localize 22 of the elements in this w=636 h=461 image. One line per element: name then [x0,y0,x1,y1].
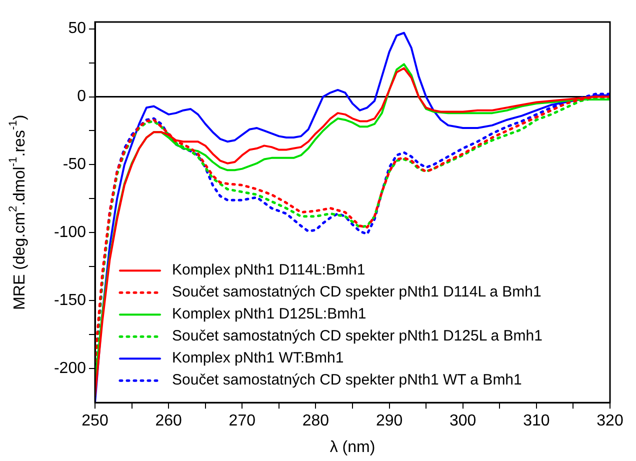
y-tick-label: -200 [54,360,86,378]
x-tick-label: 300 [450,412,476,430]
x-tick-label: 280 [302,412,330,430]
x-tick-label: 270 [228,412,256,430]
y-tick-label: 0 [77,88,86,106]
x-tick-label: 250 [82,412,108,430]
legend-label: Komplex pNth1 WT:Bmh1 [172,350,344,367]
x-axis-title: λ (nm) [330,438,376,456]
y-axis-title: MRE (deg.cm2.dmol-1.res-1) [8,114,28,310]
legend-label: Součet samostatných CD spekter pNth1 WT a Bmh1 [172,372,522,389]
x-tick-label: 260 [155,412,182,430]
x-tick-label: 290 [376,412,403,430]
legend-label: Komplex pNth1 D114L:Bmh1 [172,262,366,279]
y-tick-label: -150 [54,292,86,310]
y-tick-label: 50 [68,20,86,38]
legend-label: Součet samostatných CD spekter pNth1 D125L a Bmh1 [172,328,542,345]
y-tick-label: -50 [62,156,86,174]
x-tick-label: 310 [523,412,550,430]
legend-label: Součet samostatných CD spekter pNth1 D114L a Bmh1 [172,284,542,301]
x-tick-label: 320 [596,412,624,430]
legend-label: Komplex pNth1 D125L:Bmh1 [172,306,366,323]
y-tick-label: -100 [54,224,86,242]
